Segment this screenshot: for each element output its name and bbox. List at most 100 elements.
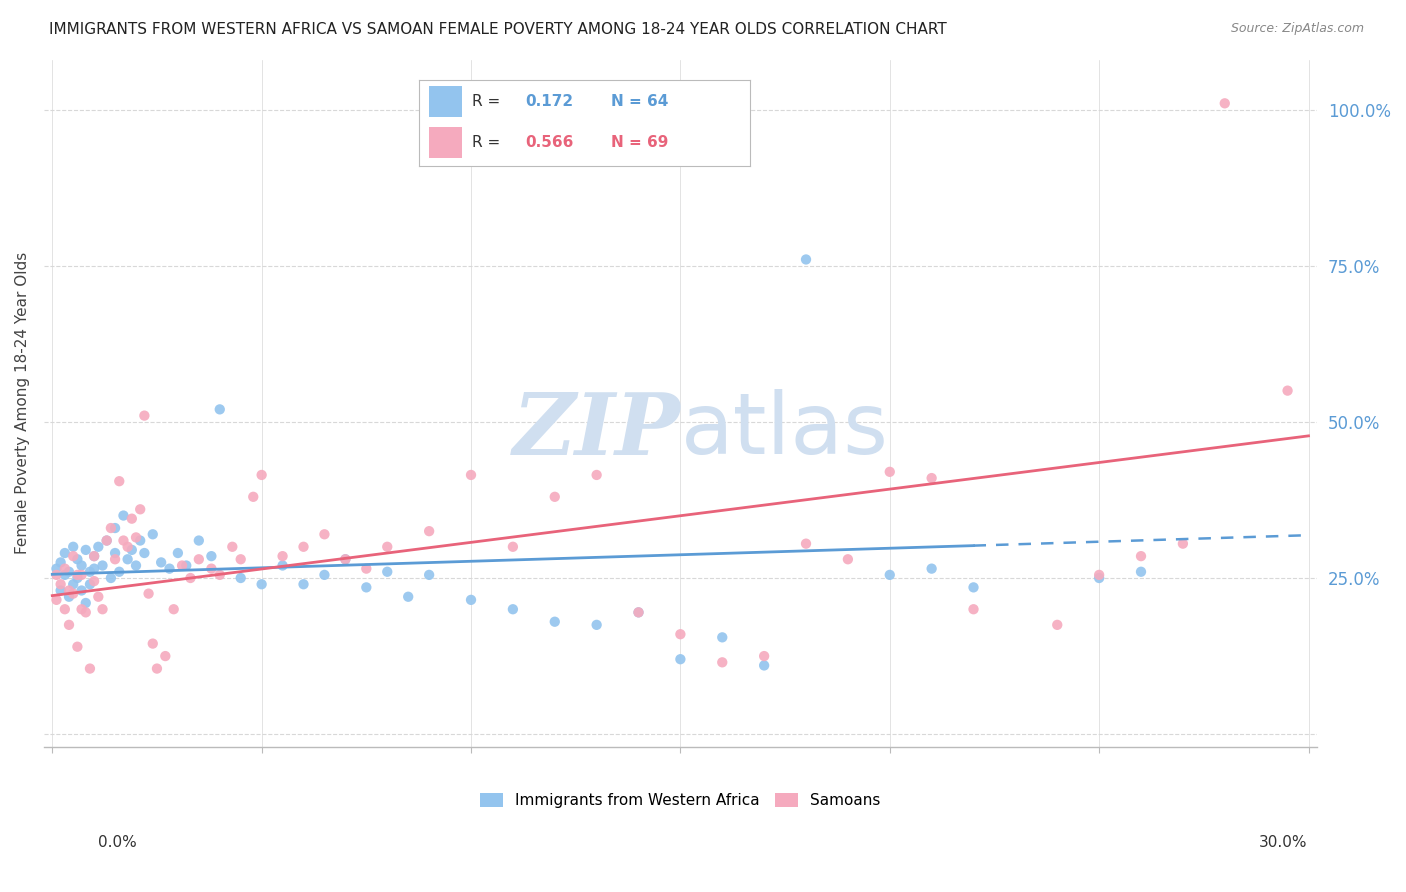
Point (962, 602, 984, 616)
Point (100, 571, 122, 585)
Point (1277, 384, 1299, 398)
Point (96, 533, 118, 548)
Point (91, 558, 114, 573)
Point (208, 567, 231, 582)
Point (58, 590, 80, 604)
Point (96, 533, 118, 548)
Point (104, 521, 127, 535)
Point (49, 577, 72, 591)
Point (752, 649, 775, 664)
Point (271, 549, 294, 563)
Point (752, 658, 775, 673)
Text: atlas: atlas (681, 389, 889, 472)
Point (356, 580, 378, 594)
Point (104, 546, 127, 560)
Point (544, 490, 567, 504)
Text: IMMIGRANTS FROM WESTERN AFRICA VS SAMOAN FEMALE POVERTY AMONG 18-24 YEAR OLDS CO: IMMIGRANTS FROM WESTERN AFRICA VS SAMOAN… (49, 22, 948, 37)
Point (396, 590, 419, 604)
Point (711, 631, 734, 645)
Point (502, 540, 524, 554)
Point (170, 558, 193, 573)
Point (45, 567, 67, 582)
Point (79, 577, 101, 591)
Point (125, 530, 148, 544)
Point (221, 540, 243, 554)
Point (58, 618, 80, 632)
Text: 0.0%: 0.0% (98, 836, 138, 850)
Point (879, 567, 901, 582)
Point (70, 567, 93, 582)
Point (70, 583, 93, 598)
Point (150, 555, 173, 569)
Point (121, 511, 143, 525)
Point (1088, 567, 1111, 582)
Point (229, 552, 252, 566)
Point (292, 577, 315, 591)
Point (585, 618, 607, 632)
Point (87, 590, 110, 604)
Point (187, 533, 209, 548)
Point (242, 490, 264, 504)
Point (62, 577, 84, 591)
Point (1088, 571, 1111, 585)
Point (45, 561, 67, 575)
Point (794, 536, 817, 550)
Point (91, 602, 114, 616)
Point (356, 561, 378, 575)
Point (502, 602, 524, 616)
Point (1213, 96, 1236, 111)
Point (155, 649, 177, 664)
Point (49, 555, 72, 569)
Point (167, 546, 190, 560)
Point (108, 565, 131, 579)
Point (879, 465, 901, 479)
Point (335, 552, 357, 566)
Point (53, 567, 76, 582)
Point (200, 549, 222, 563)
Point (66, 640, 89, 654)
Point (314, 567, 336, 582)
Point (134, 409, 156, 423)
Point (335, 552, 357, 566)
Point (208, 402, 231, 417)
Point (75, 606, 97, 620)
Point (112, 533, 135, 548)
Point (163, 602, 186, 616)
Point (460, 592, 482, 607)
Point (229, 571, 252, 585)
Point (794, 252, 817, 267)
Point (627, 606, 650, 620)
Point (669, 627, 692, 641)
Point (375, 540, 398, 554)
Point (129, 533, 152, 548)
Point (1046, 618, 1069, 632)
Point (58, 583, 80, 598)
Point (142, 637, 165, 651)
Point (83, 561, 105, 575)
Point (134, 546, 156, 560)
Point (292, 540, 315, 554)
Point (45, 592, 67, 607)
Point (711, 656, 734, 670)
Point (112, 508, 135, 523)
Point (66, 552, 89, 566)
Point (138, 586, 160, 600)
Text: ZIP: ZIP (513, 389, 681, 473)
Point (58, 565, 80, 579)
Point (418, 567, 440, 582)
Point (83, 574, 105, 588)
Point (75, 596, 97, 610)
Point (142, 527, 165, 541)
Point (117, 552, 139, 566)
Point (921, 561, 943, 575)
Point (125, 558, 148, 573)
Point (460, 467, 482, 482)
Point (1130, 565, 1153, 579)
Point (585, 467, 607, 482)
Point (1171, 536, 1194, 550)
Point (129, 502, 152, 516)
Point (66, 571, 89, 585)
Point (121, 542, 143, 557)
Point (921, 471, 943, 485)
Point (70, 558, 93, 573)
